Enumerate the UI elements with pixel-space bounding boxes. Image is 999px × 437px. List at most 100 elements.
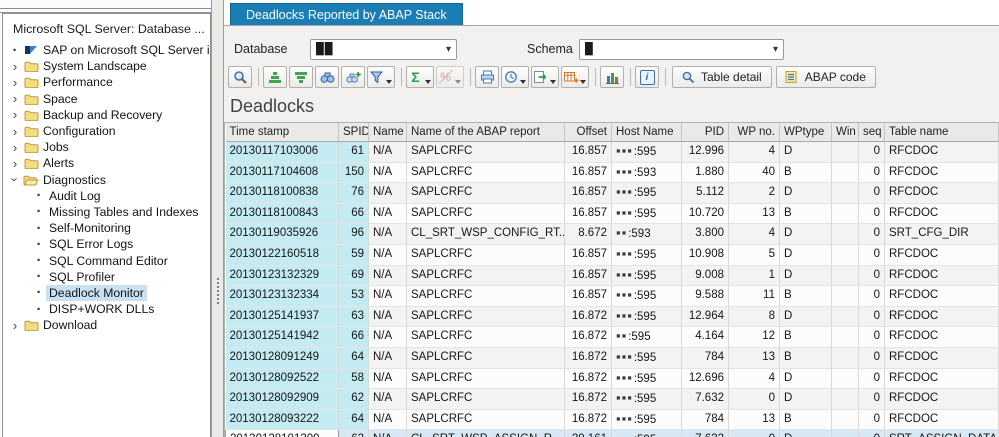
table-cell[interactable] — [831, 223, 859, 245]
sidebar-item-download[interactable]: › Download — [3, 317, 210, 333]
table-cell[interactable]: 5.112 — [681, 182, 729, 204]
sidebar-item-self-monitoring[interactable]: · Self-Monitoring — [27, 220, 210, 236]
table-cell[interactable]: N/A — [368, 141, 407, 163]
table-cell[interactable] — [831, 141, 859, 163]
table-cell[interactable]: 12.996 — [681, 141, 729, 163]
table-cell[interactable]: SAPLCRFC — [406, 347, 565, 369]
table-cell[interactable]: 20130118100843 — [225, 203, 339, 225]
table-cell[interactable]: ▪▪:593 — [611, 223, 682, 245]
table-cell[interactable]: 96 — [338, 223, 369, 245]
table-row[interactable]: 20130117103006 61 N/A SAPLCRFC 16.857 ▪▪▪:595… — [225, 141, 999, 163]
find-next-button[interactable] — [341, 66, 365, 88]
table-cell[interactable]: D — [779, 141, 832, 163]
table-cell[interactable]: 20130123132329 — [225, 265, 339, 287]
table-cell[interactable]: 20130123132334 — [225, 285, 339, 307]
table-cell[interactable]: B — [779, 203, 832, 225]
table-cell[interactable]: 0 — [858, 326, 885, 348]
chevron-right-icon[interactable]: › — [12, 74, 18, 90]
table-cell[interactable]: 62 — [338, 429, 369, 437]
sidebar-item-diagnostics[interactable]: › Diagnostics — [3, 172, 210, 188]
export-button[interactable] — [531, 66, 559, 88]
table-cell[interactable]: 20130118100838 — [225, 182, 339, 204]
horizontal-splitter[interactable] — [0, 0, 211, 9]
table-cell[interactable]: RFCDOC — [884, 326, 999, 348]
table-cell[interactable]: 58 — [338, 368, 369, 390]
sort-ascending-button[interactable] — [263, 66, 287, 88]
table-cell[interactable]: N/A — [368, 429, 407, 437]
table-cell[interactable]: RFCDOC — [884, 285, 999, 307]
table-cell[interactable]: RFCDOC — [884, 162, 999, 184]
table-detail-button[interactable]: Table detail — [672, 66, 772, 88]
table-cell[interactable]: 16.857 — [564, 203, 612, 225]
sidebar-item-sap-on-microsoft-sql-server-i[interactable]: · SAP on Microsoft SQL Server i — [3, 42, 210, 58]
sidebar-item-disp-work-dlls[interactable]: · DISP+WORK DLLs — [27, 301, 210, 317]
table-cell[interactable] — [831, 244, 859, 266]
table-cell[interactable]: 1.880 — [681, 162, 729, 184]
table-cell[interactable]: 16.857 — [564, 182, 612, 204]
table-cell[interactable]: 20130128093222 — [225, 409, 339, 431]
sidebar-item-space[interactable]: › Space — [3, 91, 210, 107]
table-cell[interactable]: 40 — [728, 162, 780, 184]
table-cell[interactable] — [831, 429, 859, 437]
table-cell[interactable]: 0 — [858, 223, 885, 245]
table-cell[interactable]: D — [779, 429, 832, 437]
sidebar-item-backup-and-recovery[interactable]: › Backup and Recovery — [3, 107, 210, 123]
table-cell[interactable]: ▪▪▪:595 — [611, 347, 682, 369]
table-cell[interactable]: SAPLCRFC — [406, 409, 565, 431]
table-cell[interactable]: SAPLCRFC — [406, 203, 565, 225]
table-cell[interactable]: RFCDOC — [884, 244, 999, 266]
table-cell[interactable]: 20130125141937 — [225, 306, 339, 328]
table-row[interactable]: 20130118100838 76 N/A SAPLCRFC 16.857 ▪▪▪:595… — [225, 182, 999, 204]
table-cell[interactable]: RFCDOC — [884, 368, 999, 390]
print-button[interactable] — [475, 66, 499, 88]
dropdown-arrow-icon[interactable] — [580, 80, 586, 84]
table-cell[interactable]: B — [779, 162, 832, 184]
table-cell[interactable]: 64 — [338, 409, 369, 431]
pane-splitter[interactable] — [211, 0, 224, 437]
find-button[interactable] — [315, 66, 339, 88]
column-header-pid[interactable]: PID — [681, 123, 729, 142]
table-cell[interactable]: N/A — [368, 265, 407, 287]
table-cell[interactable]: 20130122160518 — [225, 244, 339, 266]
table-cell[interactable]: 4 — [728, 368, 780, 390]
table-cell[interactable]: B — [779, 285, 832, 307]
table-cell[interactable]: 13 — [728, 347, 780, 369]
table-cell[interactable]: ▪▪▪:595 — [611, 388, 682, 410]
sidebar-item-sql-profiler[interactable]: · SQL Profiler — [27, 269, 210, 285]
table-cell[interactable]: N/A — [368, 223, 407, 245]
table-cell[interactable]: CL_SRT_WSP_ASSIGN_R... — [406, 429, 565, 437]
table-row[interactable]: 20130128092522 58 N/A SAPLCRFC 16.872 ▪▪▪:595… — [225, 368, 999, 390]
table-cell[interactable]: 16.857 — [564, 285, 612, 307]
table-cell[interactable]: 12.964 — [681, 306, 729, 328]
table-cell[interactable]: 0 — [858, 182, 885, 204]
table-cell[interactable]: N/A — [368, 368, 407, 390]
table-cell[interactable]: 0 — [858, 429, 885, 437]
sidebar-item-deadlock-monitor[interactable]: · Deadlock Monitor — [27, 284, 210, 301]
table-cell[interactable]: 7.632 — [681, 388, 729, 410]
table-cell[interactable]: N/A — [368, 409, 407, 431]
table-cell[interactable]: 150 — [338, 162, 369, 184]
table-cell[interactable] — [831, 265, 859, 287]
table-cell[interactable]: 63 — [338, 306, 369, 328]
table-cell[interactable]: D — [779, 368, 832, 390]
table-cell[interactable]: 1 — [728, 265, 780, 287]
column-header-wptype[interactable]: WPtype — [779, 123, 832, 142]
table-cell[interactable] — [831, 368, 859, 390]
table-cell[interactable]: SAPLCRFC — [406, 388, 565, 410]
sidebar-item-missing-tables-and-indexes[interactable]: · Missing Tables and Indexes — [27, 204, 210, 220]
table-row[interactable]: 2013012810130962N/ACL_SRT_WSP_ASSIGN_R..… — [225, 429, 999, 437]
table-cell[interactable]: 13 — [728, 409, 780, 431]
table-cell[interactable]: 0 — [858, 141, 885, 163]
database-select[interactable]: ██ ▾ — [310, 38, 457, 60]
table-cell[interactable]: D — [779, 265, 832, 287]
table-cell[interactable]: SAPLCRFC — [406, 162, 565, 184]
table-cell[interactable]: RFCDOC — [884, 203, 999, 225]
table-cell[interactable]: 784 — [681, 347, 729, 369]
sidebar-item-alerts[interactable]: › Alerts — [3, 155, 210, 171]
abap-code-button[interactable]: ABAP code — [775, 66, 876, 88]
table-cell[interactable]: N/A — [368, 347, 407, 369]
table-cell[interactable]: RFCDOC — [884, 265, 999, 287]
chevron-right-icon[interactable]: › — [12, 155, 18, 171]
table-cell[interactable]: 64 — [338, 347, 369, 369]
table-cell[interactable]: 0 — [728, 388, 780, 410]
